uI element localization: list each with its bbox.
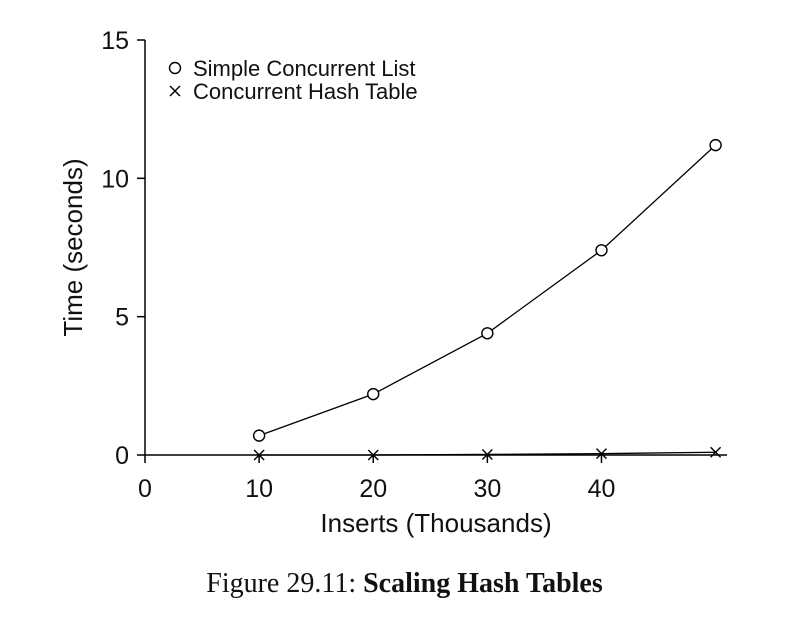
legend-label: Simple Concurrent List [193, 56, 416, 81]
caption-prefix: Figure 29.11: [206, 568, 364, 599]
data-point [595, 244, 608, 257]
y-tick-label: 10 [101, 165, 129, 193]
series-1 [252, 138, 722, 442]
data-point [595, 448, 607, 460]
y-axis-title: Time (seconds) [58, 158, 88, 336]
x-tick-label: 10 [245, 475, 273, 503]
legend-label: Concurrent Hash Table [193, 79, 418, 104]
y-tick-label: 0 [115, 442, 129, 470]
data-point [367, 449, 379, 461]
figure-caption: Figure 29.11: Scaling Hash Tables [0, 568, 809, 600]
series-layer [252, 138, 722, 461]
legend-marker [168, 61, 182, 75]
y-tick-label: 5 [115, 304, 129, 332]
legend-marker [169, 85, 181, 97]
data-point [252, 429, 266, 442]
caption-title: Scaling Hash Tables [363, 568, 603, 599]
ticks: 0 5 10 15 0 10 20 30 40 [101, 27, 615, 503]
data-point [481, 448, 493, 460]
data-point [710, 446, 722, 458]
chart: 0 5 10 15 0 10 20 30 40 Simple Concurrent ListCo… [58, 27, 727, 538]
x-tick-label: 40 [588, 475, 616, 503]
data-point [709, 138, 722, 152]
marker-stroke [169, 85, 181, 97]
legend-item: Concurrent Hash Table [169, 79, 418, 104]
data-point [367, 387, 380, 401]
legend-item: Simple Concurrent List [168, 56, 416, 81]
marker-stroke [253, 449, 265, 461]
marker-stroke [367, 449, 379, 461]
y-tick-label: 15 [101, 27, 129, 55]
series-line [258, 144, 717, 437]
x-tick-label: 30 [473, 475, 501, 503]
data-point [481, 327, 494, 340]
x-tick-label: 20 [359, 475, 387, 503]
marker-stroke [481, 448, 493, 460]
series-2 [253, 446, 722, 461]
x-tick-label: 0 [138, 475, 152, 503]
marker-stroke [595, 448, 607, 460]
x-axis-title: Inserts (Thousands) [320, 508, 551, 538]
data-point [253, 449, 265, 461]
marker-stroke [710, 446, 722, 458]
